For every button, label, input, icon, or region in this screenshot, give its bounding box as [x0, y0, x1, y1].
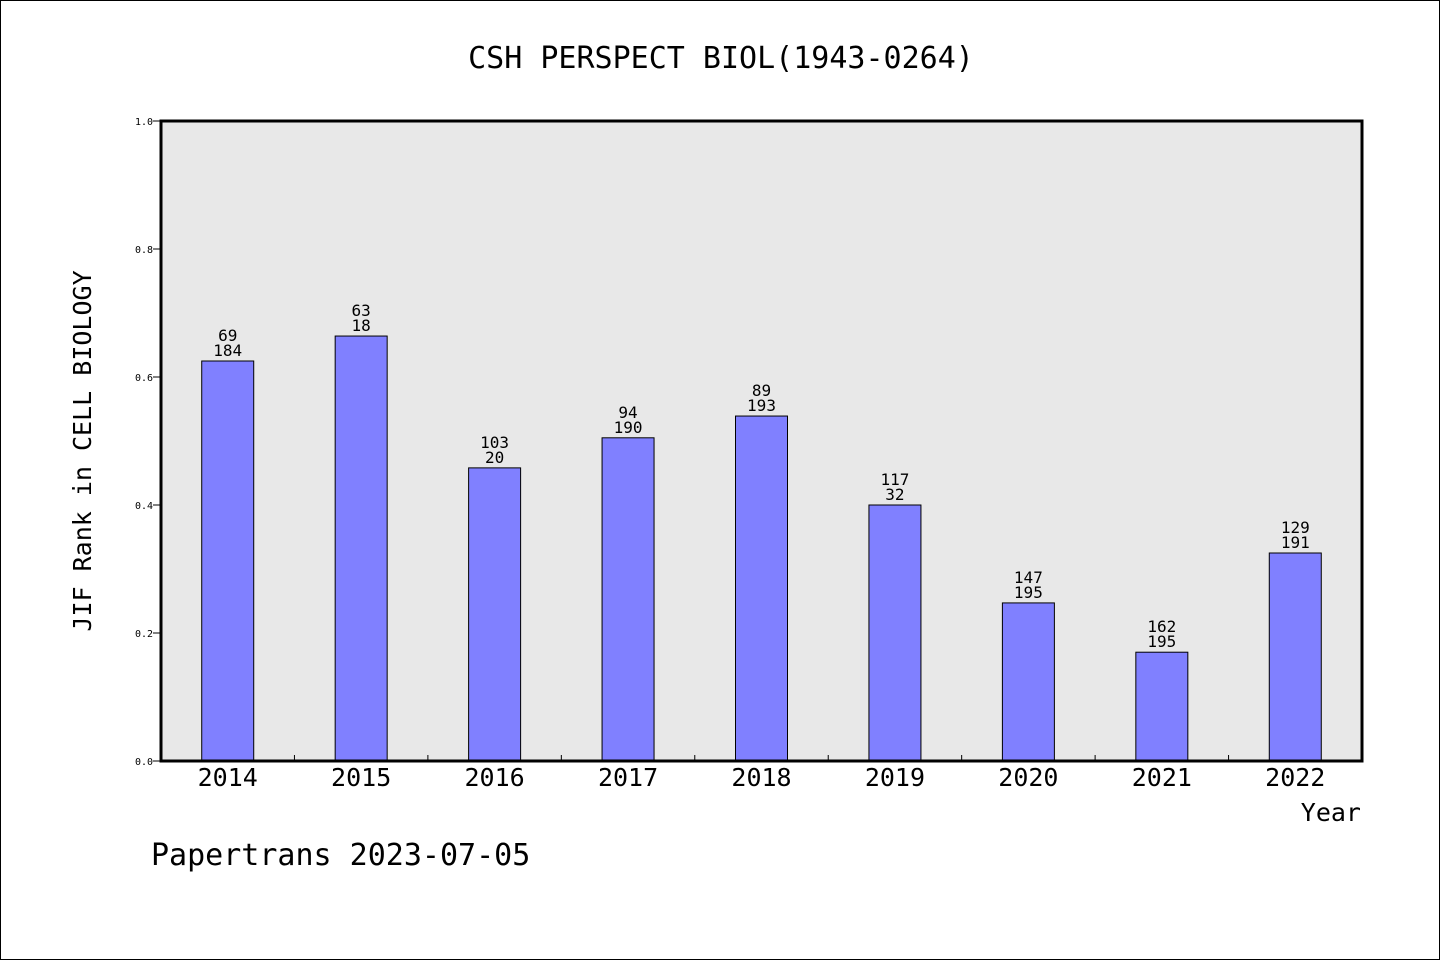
x-tick-label-2022: 2022: [1265, 763, 1325, 792]
x-tick-label-2014: 2014: [198, 763, 258, 792]
x-tick-label-2020: 2020: [998, 763, 1058, 792]
total-label-2016: 20: [485, 448, 504, 467]
total-label-2020: 195: [1014, 583, 1043, 602]
bar-2015: [334, 335, 388, 762]
rank-label-2016: 103: [480, 433, 509, 452]
total-label-2021: 195: [1147, 632, 1176, 651]
bar-2016: [468, 467, 522, 762]
x-tick-label-2017: 2017: [598, 763, 658, 792]
x-axis-label: Year: [1301, 798, 1361, 827]
bar-2021: [1135, 651, 1189, 762]
y-tick-label: 0.4: [135, 501, 153, 512]
bar-2017: [601, 437, 655, 762]
total-label-2017: 190: [614, 418, 643, 437]
x-tick-label-2018: 2018: [731, 763, 791, 792]
rank-label-2014: 69: [218, 326, 237, 345]
y-tick-label: 0.8: [135, 245, 153, 256]
total-label-2014: 184: [213, 341, 242, 360]
rank-label-2020: 147: [1014, 568, 1043, 587]
rank-label-2022: 129: [1281, 518, 1310, 537]
total-label-2019: 32: [885, 485, 904, 504]
total-label-2022: 191: [1281, 533, 1310, 552]
data-labels-layer: 6918463181032094190891931173214719516219…: [213, 301, 1309, 651]
x-tick-label-2015: 2015: [331, 763, 391, 792]
y-tick-label: 0.0: [135, 757, 153, 768]
y-axis-label: JIF Rank in CELL BIOLOGY: [68, 270, 97, 631]
y-tick-label: 1.0: [135, 117, 153, 128]
bar-2014: [201, 360, 255, 762]
x-tick-label-2016: 2016: [465, 763, 525, 792]
footer-date-stamp: Papertrans 2023-07-05: [151, 838, 530, 873]
rank-label-2021: 162: [1147, 617, 1176, 636]
chart-title: CSH PERSPECT BIOL(1943-0264): [468, 41, 974, 76]
bar-2022: [1268, 552, 1322, 762]
rank-label-2015: 63: [352, 301, 371, 320]
plot-frame: [159, 119, 1364, 763]
bar-2020: [1001, 602, 1055, 762]
bars-layer: [201, 335, 1322, 762]
bar-2019: [868, 504, 922, 762]
y-tick-label: 0.6: [135, 373, 153, 384]
x-tick-label-2021: 2021: [1132, 763, 1192, 792]
rank-label-2019: 117: [880, 470, 909, 489]
total-label-2018: 193: [747, 396, 776, 415]
x-tick-label-2019: 2019: [865, 763, 925, 792]
bar-2018: [735, 415, 788, 762]
y-tick-label: 0.2: [135, 629, 153, 640]
rank-label-2017: 94: [618, 403, 637, 422]
total-label-2015: 18: [352, 316, 371, 335]
axis-layer: 2014 2015 2016 2017 2018 2019 2020 2021 20220.00…: [135, 117, 1325, 792]
rank-label-2018: 89: [752, 381, 771, 400]
